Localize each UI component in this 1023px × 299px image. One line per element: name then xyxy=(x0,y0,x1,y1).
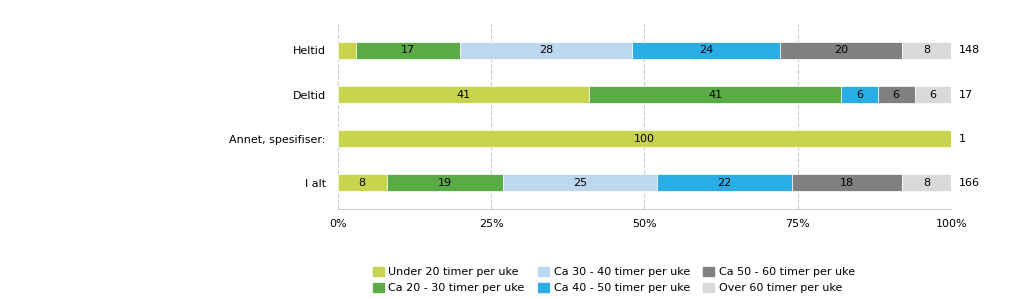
Bar xyxy=(878,86,915,103)
Text: 8: 8 xyxy=(924,45,930,55)
Text: 20: 20 xyxy=(834,45,848,55)
Text: 41: 41 xyxy=(708,89,722,100)
Bar xyxy=(589,86,841,103)
Bar xyxy=(356,42,460,59)
Text: 22: 22 xyxy=(717,178,731,188)
Text: 28: 28 xyxy=(539,45,553,55)
Text: 8: 8 xyxy=(359,178,365,188)
Text: 6: 6 xyxy=(893,89,899,100)
Bar xyxy=(915,86,951,103)
Text: 6: 6 xyxy=(930,89,936,100)
Bar xyxy=(460,42,632,59)
Bar xyxy=(902,174,951,191)
Text: 166: 166 xyxy=(959,178,979,188)
Text: 1: 1 xyxy=(959,134,966,144)
Text: 8: 8 xyxy=(924,178,930,188)
Text: 24: 24 xyxy=(699,45,713,55)
Bar xyxy=(632,42,780,59)
Bar xyxy=(792,174,902,191)
Text: 17: 17 xyxy=(959,89,973,100)
Bar xyxy=(657,174,792,191)
Text: 148: 148 xyxy=(959,45,980,55)
Bar xyxy=(338,86,589,103)
Text: 18: 18 xyxy=(840,178,854,188)
Bar xyxy=(338,174,387,191)
Text: 6: 6 xyxy=(856,89,862,100)
Bar xyxy=(902,42,951,59)
Legend: Under 20 timer per uke, Ca 20 - 30 timer per uke, Ca 30 - 40 timer per uke, Ca 4: Under 20 timer per uke, Ca 20 - 30 timer… xyxy=(372,267,855,293)
Bar xyxy=(338,42,356,59)
Text: 19: 19 xyxy=(438,178,452,188)
Text: 17: 17 xyxy=(401,45,415,55)
Bar xyxy=(338,130,951,147)
Bar xyxy=(503,174,657,191)
Text: 41: 41 xyxy=(456,89,471,100)
Bar xyxy=(387,174,503,191)
Text: 100: 100 xyxy=(634,134,655,144)
Text: 25: 25 xyxy=(573,178,587,188)
Bar xyxy=(780,42,902,59)
Bar xyxy=(841,86,878,103)
